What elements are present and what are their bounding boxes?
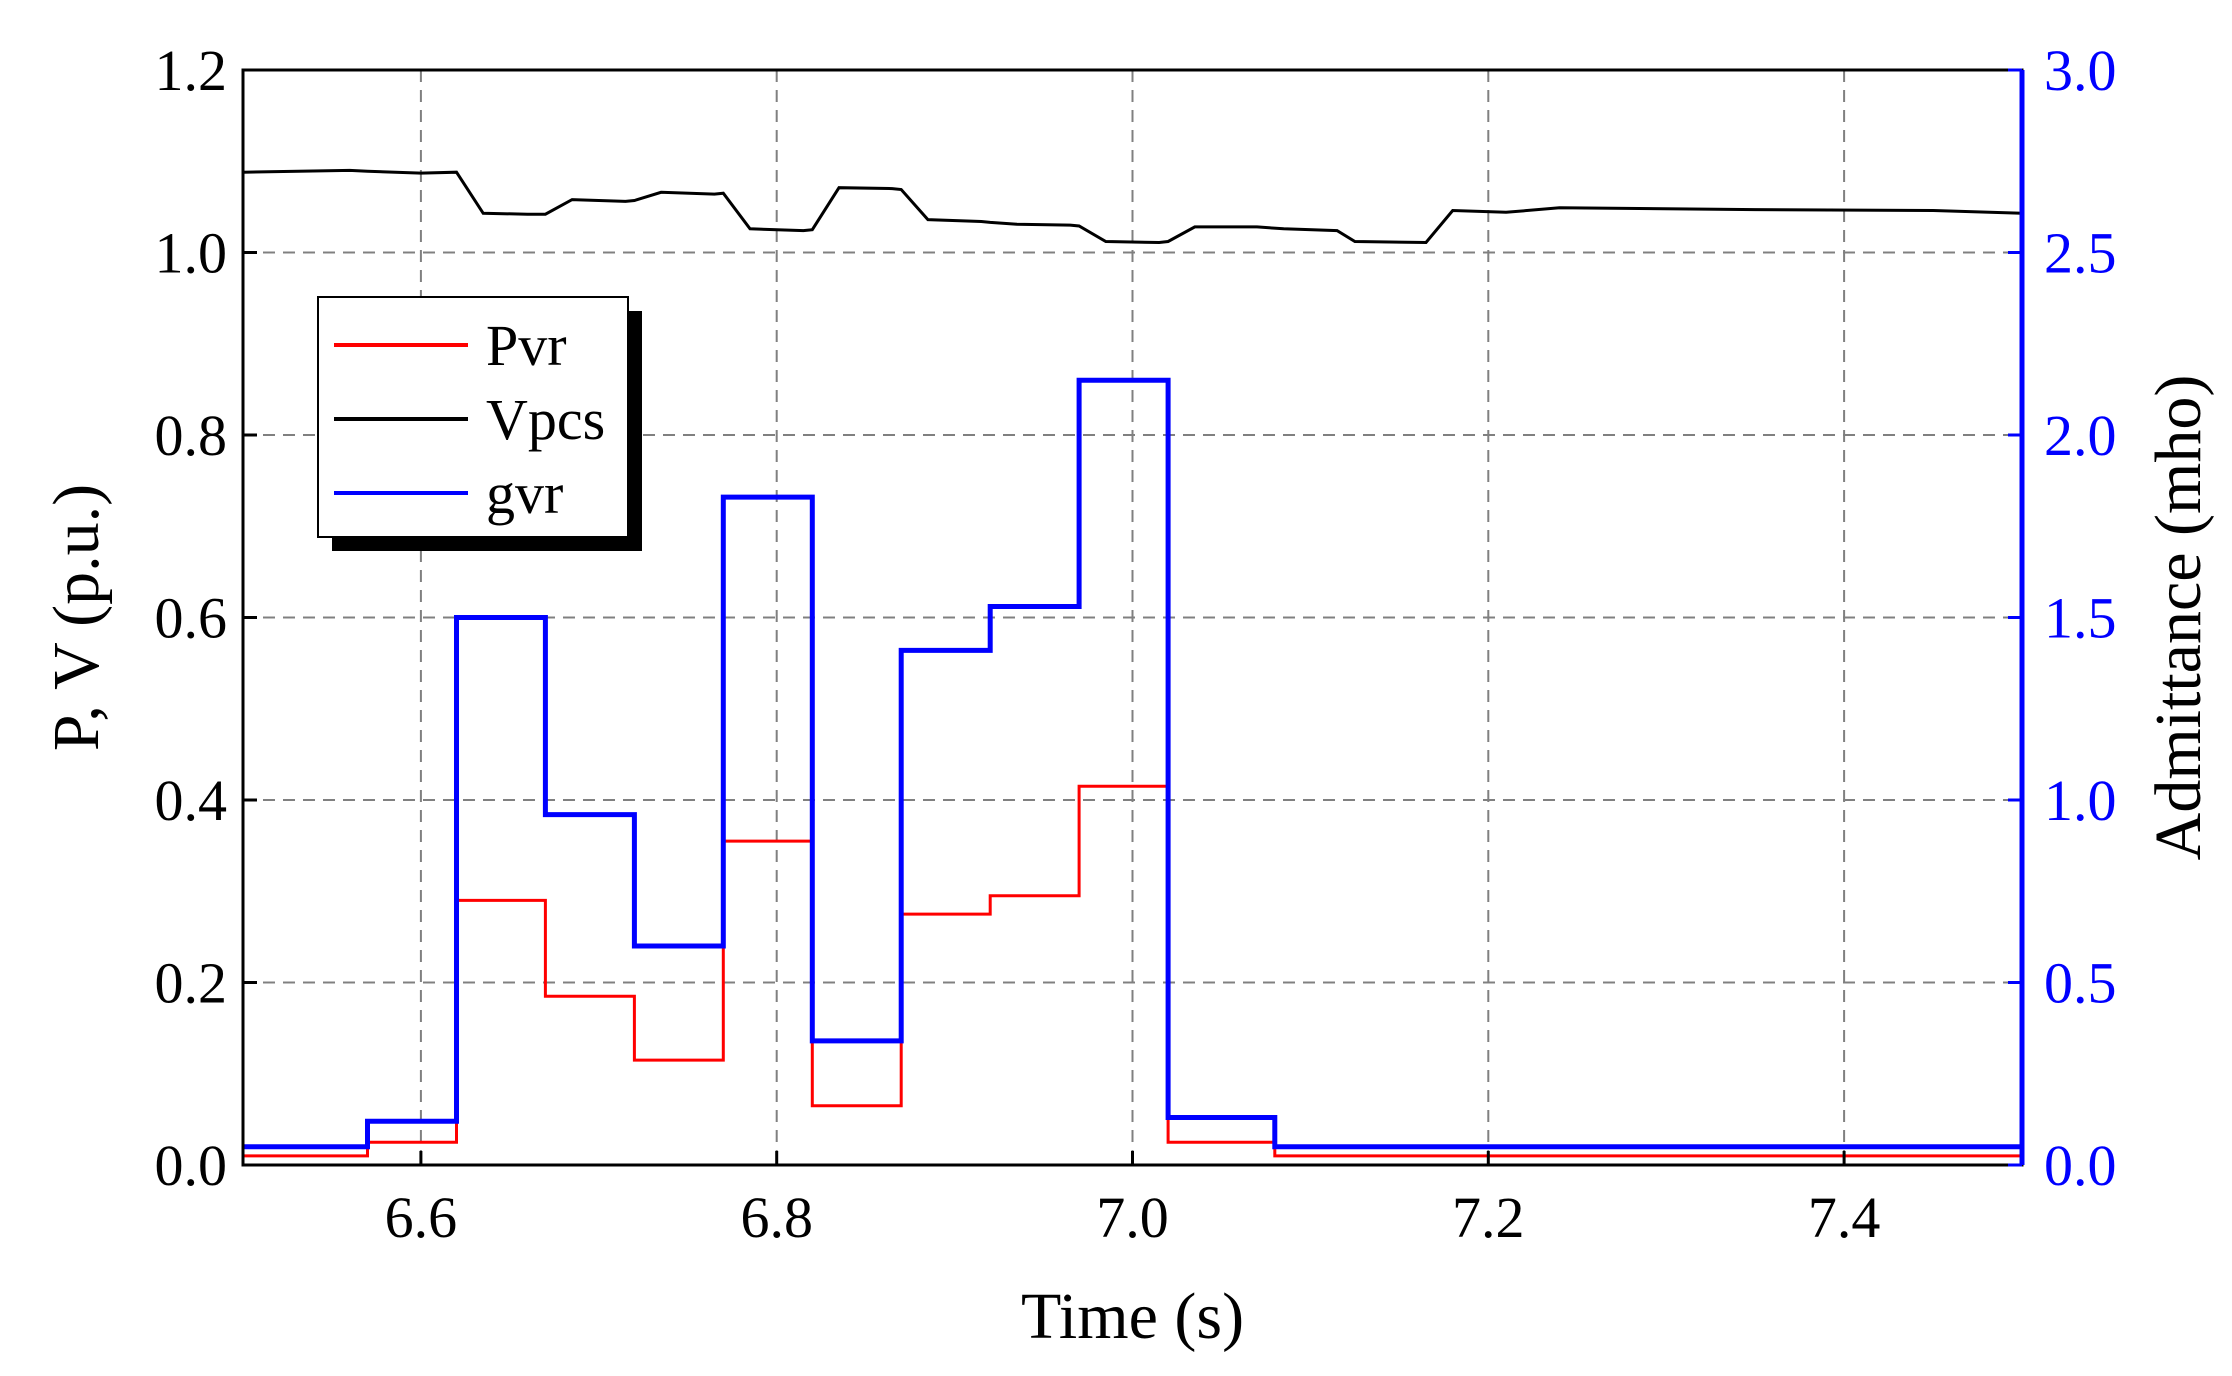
axis-ticks: 6.6 6.8 7.0 7.2 7.4 0.0 0.2 0.4 0.6 0.8 1.0 1.2 0.0 0… <box>155 38 2117 1250</box>
y-right-tick-label: 1.5 <box>2044 586 2117 651</box>
y-right-tick-label: 3.0 <box>2044 38 2117 103</box>
y-axis-left-label: P, V (p.u.) <box>40 484 113 751</box>
legend-label-pvr: Pvr <box>486 313 567 378</box>
series-line-vpcs <box>242 168 2023 245</box>
grid-lines <box>243 70 2022 1165</box>
x-tick-label: 7.2 <box>1452 1185 1525 1250</box>
y-left-tick-label: 0.6 <box>155 586 228 651</box>
y-right-tick-label: 2.0 <box>2044 403 2117 468</box>
legend-label-vpcs: Vpcs <box>486 387 605 452</box>
y-left-tick-label: 1.0 <box>155 221 228 286</box>
series-line-gvr <box>243 377 2022 1150</box>
x-axis-label: Time (s) <box>1021 1280 1244 1353</box>
y-left-tick-label: 0.4 <box>155 768 228 833</box>
x-tick-label: 7.0 <box>1096 1185 1169 1250</box>
y-left-tick-label: 0.0 <box>155 1133 228 1198</box>
legend: Pvr Vpcs gvr <box>317 296 642 551</box>
y-axis-right-label: Admittance (mho) <box>2142 375 2215 861</box>
x-tick-label: 6.8 <box>740 1185 813 1250</box>
y-left-tick-label: 0.2 <box>155 951 228 1016</box>
y-left-tick-label: 1.2 <box>155 38 228 103</box>
y-right-tick-label: 1.0 <box>2044 768 2117 833</box>
y-right-tick-label: 2.5 <box>2044 221 2117 286</box>
plot-series <box>242 168 2023 1158</box>
y-right-tick-label: 0.5 <box>2044 951 2117 1016</box>
y-right-tick-label: 0.0 <box>2044 1133 2117 1198</box>
x-tick-label: 7.4 <box>1808 1185 1881 1250</box>
y-left-tick-label: 0.8 <box>155 403 228 468</box>
legend-label-gvr: gvr <box>486 461 563 526</box>
x-tick-label: 6.6 <box>385 1185 458 1250</box>
